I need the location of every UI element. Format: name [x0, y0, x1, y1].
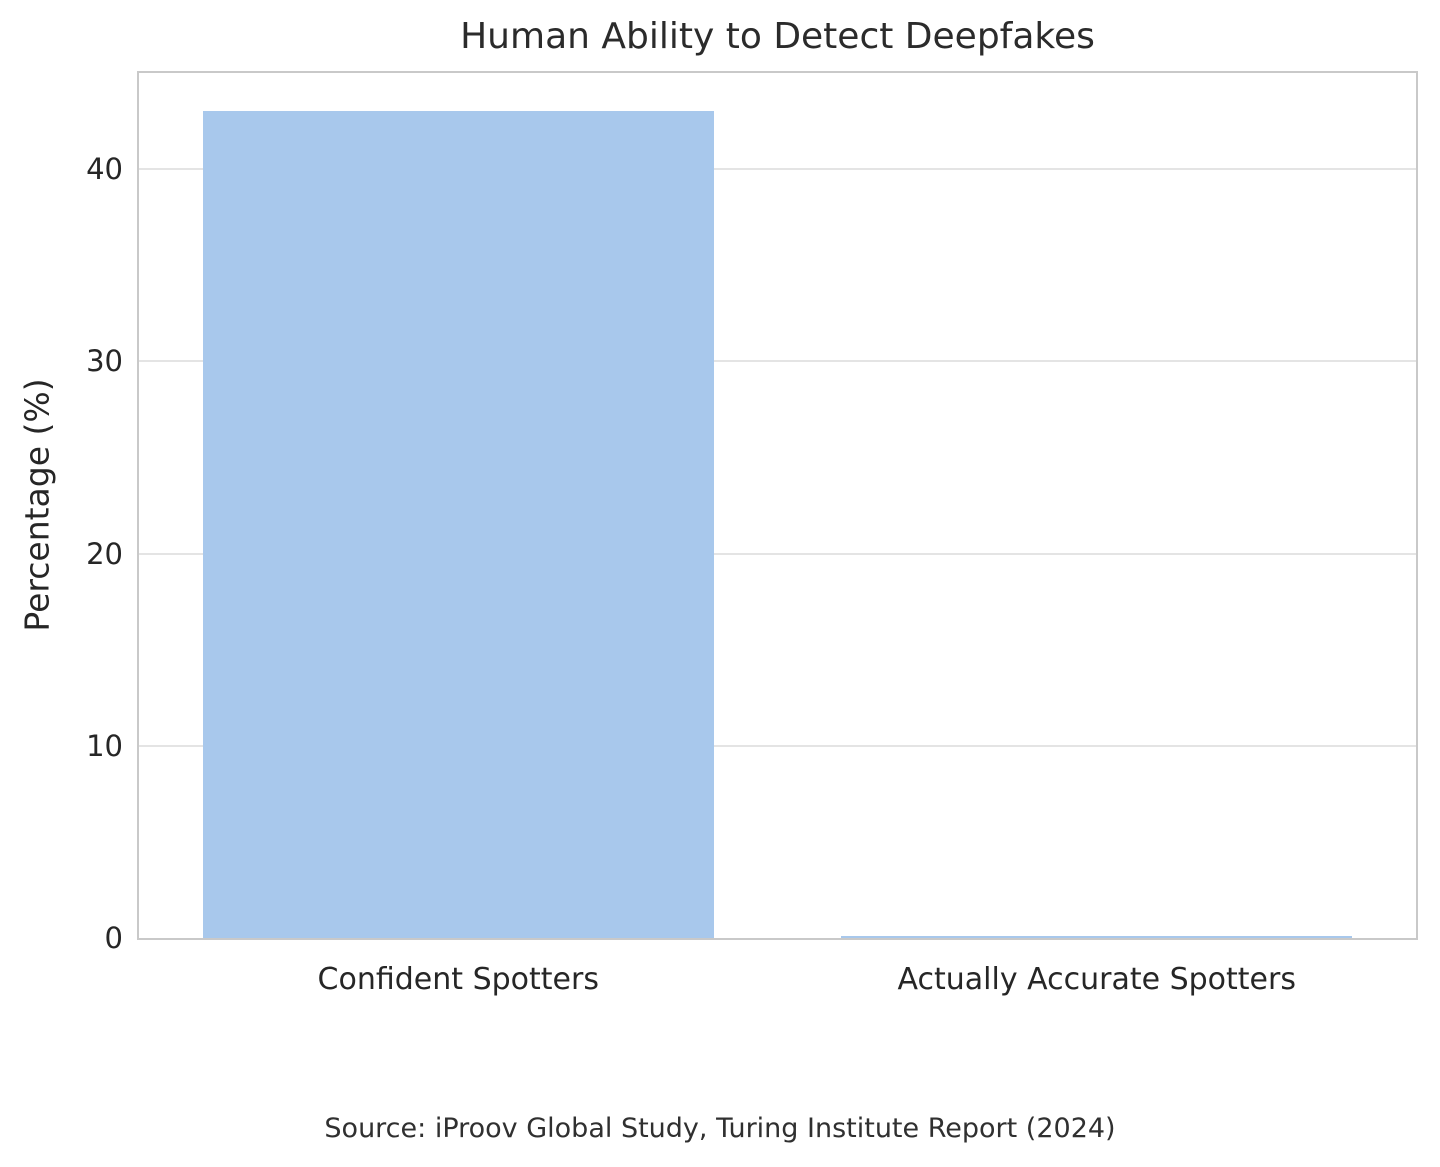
y-axis-label: Percentage (%): [17, 378, 57, 632]
chart-title: Human Ability to Detect Deepfakes: [460, 16, 1095, 57]
source-caption: Source: iProov Global Study, Turing Inst…: [324, 1113, 1116, 1144]
gridline-y10: [139, 744, 1416, 747]
gridline-y20: [139, 552, 1416, 555]
y-tick-label-10: 10: [86, 728, 123, 763]
plot-area: [137, 71, 1418, 940]
bar-1: [202, 111, 714, 938]
bar-2: [841, 936, 1353, 938]
x-tick-label-2: Actually Accurate Spotters: [897, 962, 1296, 997]
y-tick-label-0: 0: [104, 921, 123, 955]
gridline-y40: [139, 168, 1416, 171]
gridline-y30: [139, 360, 1416, 363]
x-tick-label-1: Confident Spotters: [317, 962, 599, 997]
y-tick-label-20: 20: [86, 536, 123, 571]
y-tick-label-30: 30: [86, 344, 123, 379]
y-tick-label-40: 40: [86, 152, 123, 187]
